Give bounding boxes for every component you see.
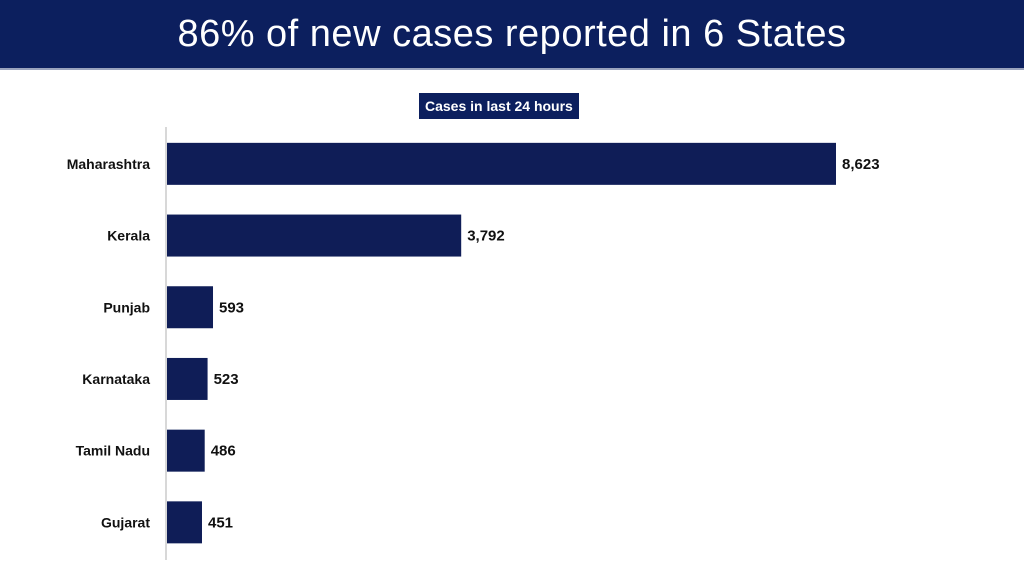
value-label-kerala: 3,792 [467,228,505,245]
bar-kerala [167,214,462,257]
bar-tamil-nadu [167,429,205,472]
bar-punjab [167,286,214,329]
bars-group [167,142,836,544]
value-label-tamil-nadu: 486 [211,443,236,460]
page-title: 86% of new cases reported in 6 States [177,12,847,55]
value-labels-group: 8,623 3,792 593 523 486 451 [208,156,880,531]
category-label-kerala: Kerala [107,228,150,244]
category-label-tamil-nadu: Tamil Nadu [76,443,150,459]
category-label-punjab: Punjab [103,299,150,315]
bar-maharashtra [167,142,836,185]
category-label-maharashtra: Maharashtra [67,156,150,172]
legend-label: Cases in last 24 hours [419,93,579,119]
value-label-gujarat: 451 [208,514,233,531]
bar-karnataka [167,357,208,400]
category-label-gujarat: Gujarat [101,514,150,530]
category-label-karnataka: Karnataka [82,371,150,387]
title-banner: 86% of new cases reported in 6 States [0,0,1024,70]
value-label-maharashtra: 8,623 [842,156,880,173]
bar-gujarat [167,501,202,544]
value-label-karnataka: 523 [214,371,239,388]
value-label-punjab: 593 [219,299,244,316]
category-labels-group: Maharashtra Kerala Punjab Karnataka Tamil Na… [67,156,151,530]
